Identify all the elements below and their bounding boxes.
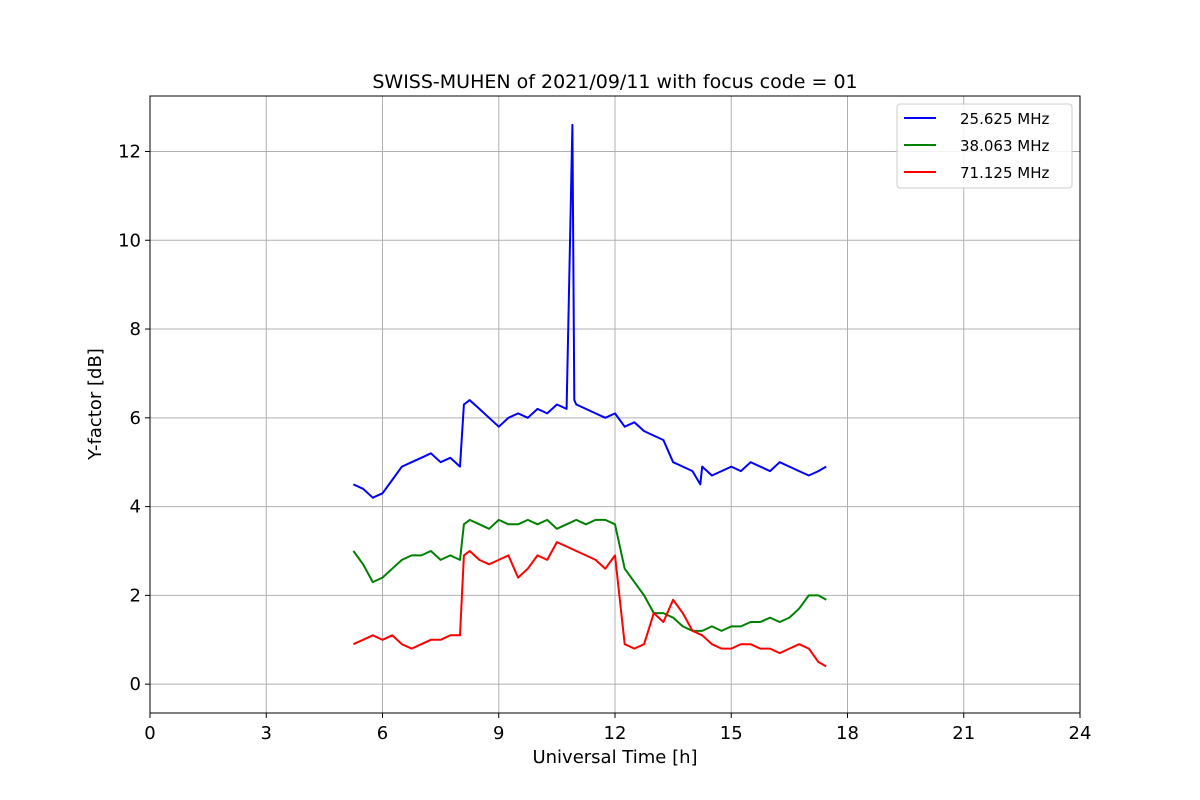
y-tick-label: 4 bbox=[130, 497, 141, 518]
y-tick-label: 0 bbox=[130, 674, 141, 695]
y-tick-label: 8 bbox=[130, 319, 141, 340]
x-tick-label: 12 bbox=[604, 723, 627, 744]
y-tick-label: 2 bbox=[130, 585, 141, 606]
x-tick-label: 3 bbox=[261, 723, 272, 744]
series-line-1 bbox=[352, 518, 827, 632]
series-layer bbox=[352, 123, 827, 668]
x-tick-label: 0 bbox=[144, 723, 155, 744]
y-tick-label: 12 bbox=[118, 141, 141, 162]
legend: 25.625 MHz 38.063 MHz 71.125 MHz bbox=[896, 103, 1073, 189]
legend-label-71125: 71.125 MHz bbox=[960, 164, 1049, 182]
x-axis-label: Universal Time [h] bbox=[532, 747, 697, 768]
x-tick-label: 21 bbox=[952, 723, 975, 744]
series-line-0 bbox=[352, 123, 827, 499]
x-tick-label: 9 bbox=[493, 723, 504, 744]
x-tick-label: 15 bbox=[720, 723, 743, 744]
y-tick-label: 6 bbox=[130, 408, 141, 429]
x-tick-label: 18 bbox=[836, 723, 859, 744]
legend-label-25625: 25.625 MHz bbox=[960, 110, 1049, 128]
y-tick-label: 10 bbox=[118, 230, 141, 251]
y-axis-label: Y-factor [dB] bbox=[85, 348, 106, 461]
x-tick-label: 24 bbox=[1069, 723, 1092, 744]
x-tick-label: 6 bbox=[377, 723, 388, 744]
legend-box bbox=[896, 103, 1073, 189]
legend-label-38063: 38.063 MHz bbox=[960, 137, 1049, 155]
chart-title: SWISS-MUHEN of 2021/09/11 with focus cod… bbox=[372, 71, 857, 93]
series-line-2 bbox=[352, 541, 827, 668]
